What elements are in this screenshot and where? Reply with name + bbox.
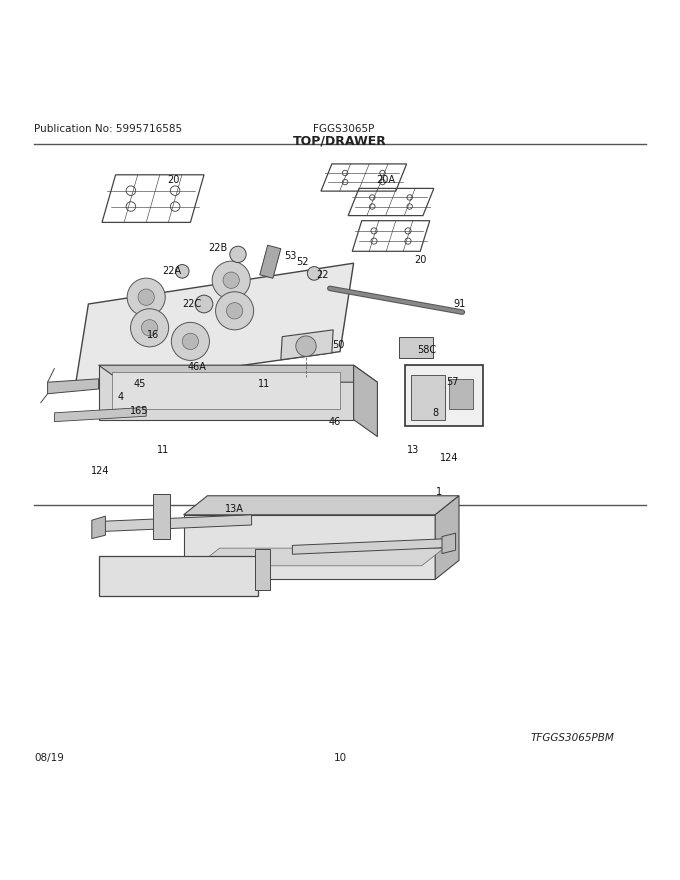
Text: 8: 8 xyxy=(432,407,439,418)
Circle shape xyxy=(226,303,243,319)
Polygon shape xyxy=(184,495,459,515)
Bar xyxy=(153,495,170,539)
Bar xyxy=(260,246,281,278)
Circle shape xyxy=(296,336,316,356)
Circle shape xyxy=(182,334,199,349)
Text: 13A: 13A xyxy=(225,504,244,514)
Text: 124: 124 xyxy=(91,466,110,476)
Polygon shape xyxy=(48,378,99,393)
Circle shape xyxy=(127,278,165,316)
Circle shape xyxy=(138,289,154,305)
Bar xyxy=(399,337,433,358)
Text: 4: 4 xyxy=(118,392,124,402)
Circle shape xyxy=(216,292,254,330)
Circle shape xyxy=(307,267,321,280)
Text: 22A: 22A xyxy=(163,267,182,276)
Text: 20: 20 xyxy=(167,175,180,185)
Text: 46: 46 xyxy=(328,416,341,427)
Circle shape xyxy=(195,295,213,312)
Text: 50: 50 xyxy=(333,340,345,349)
Polygon shape xyxy=(99,555,258,597)
Text: FGGS3065P: FGGS3065P xyxy=(313,124,374,134)
Polygon shape xyxy=(184,515,435,579)
Polygon shape xyxy=(95,515,252,532)
Polygon shape xyxy=(54,407,146,422)
Text: 20: 20 xyxy=(414,255,426,266)
Circle shape xyxy=(141,319,158,336)
Text: TOP/DRAWER: TOP/DRAWER xyxy=(293,134,387,147)
Circle shape xyxy=(223,272,239,289)
Text: 52: 52 xyxy=(296,257,309,267)
Text: Publication No: 5995716585: Publication No: 5995716585 xyxy=(34,124,182,134)
Bar xyxy=(449,378,473,409)
Circle shape xyxy=(171,322,209,361)
Text: 16: 16 xyxy=(147,330,159,341)
Text: 22: 22 xyxy=(316,270,328,281)
Text: 46A: 46A xyxy=(188,362,207,371)
Polygon shape xyxy=(99,365,377,382)
Text: 57: 57 xyxy=(446,378,458,387)
Text: 1: 1 xyxy=(435,487,442,496)
Text: 11: 11 xyxy=(157,444,169,454)
Polygon shape xyxy=(112,372,340,409)
Polygon shape xyxy=(99,365,354,420)
Polygon shape xyxy=(75,263,354,389)
Circle shape xyxy=(131,309,169,347)
Polygon shape xyxy=(281,330,333,360)
Text: 22B: 22B xyxy=(208,243,227,253)
Text: 10: 10 xyxy=(333,753,347,763)
Polygon shape xyxy=(354,365,377,436)
Bar xyxy=(405,365,483,427)
Polygon shape xyxy=(197,548,444,566)
Text: 45: 45 xyxy=(133,379,146,389)
Text: 124: 124 xyxy=(439,452,458,463)
Text: 11: 11 xyxy=(258,378,270,389)
Text: 58C: 58C xyxy=(417,345,436,356)
Text: 08/19: 08/19 xyxy=(34,753,64,763)
Bar xyxy=(411,376,445,420)
Text: 53: 53 xyxy=(284,252,296,261)
Polygon shape xyxy=(442,533,456,554)
Circle shape xyxy=(175,265,189,278)
Text: TFGGS3065PBM: TFGGS3065PBM xyxy=(530,732,614,743)
Text: 22C: 22C xyxy=(182,299,201,309)
Bar xyxy=(255,549,270,590)
Text: 20A: 20A xyxy=(376,175,395,185)
Circle shape xyxy=(230,246,246,262)
Text: 165: 165 xyxy=(130,406,149,415)
Text: 91: 91 xyxy=(453,299,465,309)
Text: 13: 13 xyxy=(407,444,420,454)
Polygon shape xyxy=(292,539,449,554)
Polygon shape xyxy=(92,517,105,539)
Polygon shape xyxy=(435,495,459,579)
Circle shape xyxy=(212,261,250,299)
